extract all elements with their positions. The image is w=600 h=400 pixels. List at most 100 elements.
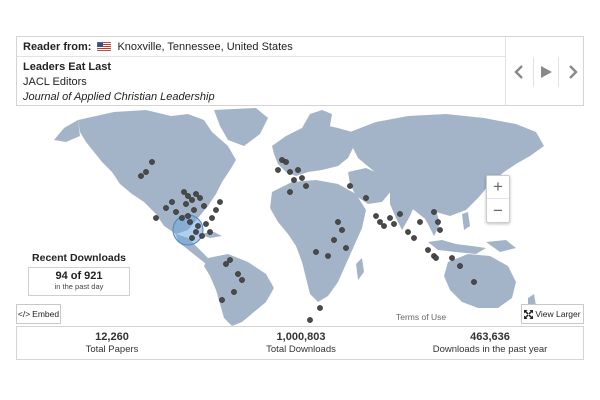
- download-marker[interactable]: [187, 219, 193, 225]
- download-marker[interactable]: [363, 195, 369, 201]
- stat-value: 12,260: [95, 331, 129, 343]
- download-marker[interactable]: [387, 215, 393, 221]
- download-marker[interactable]: [227, 257, 233, 263]
- download-marker[interactable]: [339, 227, 345, 233]
- download-marker[interactable]: [195, 223, 201, 229]
- play-button[interactable]: [533, 57, 559, 87]
- download-marker[interactable]: [197, 195, 203, 201]
- download-marker[interactable]: [317, 305, 323, 311]
- download-marker[interactable]: [189, 235, 195, 241]
- download-marker[interactable]: [189, 197, 195, 203]
- download-marker[interactable]: [405, 229, 411, 235]
- download-marker[interactable]: [185, 213, 191, 219]
- download-marker[interactable]: [411, 235, 417, 241]
- paper-title[interactable]: Leaders Eat Last: [23, 61, 112, 73]
- download-marker[interactable]: [313, 249, 319, 255]
- download-marker[interactable]: [381, 223, 387, 229]
- download-marker[interactable]: [299, 175, 305, 181]
- download-marker[interactable]: [343, 245, 349, 251]
- download-marker[interactable]: [153, 215, 159, 221]
- download-marker[interactable]: [435, 219, 441, 225]
- stats-bar: 12,260 Total Papers 1,000,803 Total Down…: [16, 326, 584, 360]
- download-marker[interactable]: [219, 297, 225, 303]
- view-larger-label: View Larger: [535, 309, 581, 319]
- download-marker[interactable]: [149, 159, 155, 165]
- download-marker[interactable]: [169, 199, 175, 205]
- download-marker[interactable]: [275, 167, 281, 173]
- download-marker[interactable]: [437, 227, 443, 233]
- download-marker[interactable]: [181, 189, 187, 195]
- europe-landmass: [272, 124, 354, 176]
- next-button[interactable]: [560, 57, 586, 87]
- download-marker[interactable]: [138, 173, 144, 179]
- download-marker[interactable]: [283, 159, 289, 165]
- india-landmass: [390, 190, 416, 230]
- stat-value: 463,636: [470, 331, 510, 343]
- download-marker[interactable]: [143, 169, 149, 175]
- download-marker[interactable]: [173, 209, 179, 215]
- download-marker[interactable]: [335, 219, 341, 225]
- download-marker[interactable]: [303, 183, 309, 189]
- download-marker[interactable]: [377, 219, 383, 225]
- download-marker[interactable]: [207, 229, 213, 235]
- zoom-in-button[interactable]: +: [487, 176, 509, 199]
- chevron-right-icon: [569, 65, 578, 79]
- view-larger-button[interactable]: View Larger: [521, 304, 584, 324]
- alaska-landmass: [54, 120, 80, 142]
- download-marker[interactable]: [179, 215, 185, 221]
- download-marker[interactable]: [417, 219, 423, 225]
- code-icon: </>: [17, 309, 31, 319]
- download-marker[interactable]: [201, 203, 207, 209]
- reader-label: Reader from:: [23, 40, 92, 53]
- download-marker[interactable]: [193, 229, 199, 235]
- download-marker[interactable]: [193, 191, 199, 197]
- embed-button[interactable]: </> Embed: [16, 304, 61, 324]
- highlight-marker[interactable]: [172, 214, 204, 246]
- download-marker[interactable]: [231, 289, 237, 295]
- download-marker[interactable]: [235, 271, 241, 277]
- south-america-landmass: [204, 254, 274, 326]
- download-marker[interactable]: [191, 207, 197, 213]
- download-marker[interactable]: [199, 233, 205, 239]
- download-marker[interactable]: [397, 211, 403, 217]
- download-marker[interactable]: [295, 167, 301, 173]
- stat-downloads-past-year: 463,636 Downloads in the past year: [395, 331, 585, 356]
- download-marker[interactable]: [347, 183, 353, 189]
- download-marker[interactable]: [163, 205, 169, 211]
- download-marker[interactable]: [287, 169, 293, 175]
- paper-authors: JACL Editors: [23, 76, 87, 88]
- previous-button[interactable]: [506, 57, 532, 87]
- download-marker[interactable]: [209, 215, 215, 221]
- australia-landmass: [444, 254, 516, 308]
- download-marker[interactable]: [307, 317, 313, 323]
- download-marker[interactable]: [185, 193, 191, 199]
- download-marker[interactable]: [431, 209, 437, 215]
- download-marker[interactable]: [287, 189, 293, 195]
- download-marker[interactable]: [183, 201, 189, 207]
- stat-total-downloads: 1,000,803 Total Downloads: [206, 331, 396, 356]
- download-marker[interactable]: [449, 255, 455, 261]
- download-marker[interactable]: [223, 261, 229, 267]
- recent-downloads-count: 94 of 921: [55, 270, 103, 282]
- download-marker[interactable]: [217, 199, 223, 205]
- zoom-out-button[interactable]: −: [493, 200, 503, 220]
- download-marker[interactable]: [433, 255, 439, 261]
- download-marker[interactable]: [213, 207, 219, 213]
- download-marker[interactable]: [373, 213, 379, 219]
- download-marker[interactable]: [471, 279, 477, 285]
- philippines-landmass: [462, 212, 470, 230]
- download-marker[interactable]: [203, 221, 209, 227]
- download-marker[interactable]: [325, 253, 331, 259]
- terms-of-use-link[interactable]: Terms of Use: [394, 312, 449, 322]
- download-marker[interactable]: [391, 221, 397, 227]
- download-marker[interactable]: [331, 237, 337, 243]
- recent-downloads-subtitle: in the past day: [54, 282, 104, 291]
- recent-downloads-card: 94 of 921 in the past day: [28, 267, 130, 296]
- download-marker[interactable]: [425, 247, 431, 253]
- recent-downloads-title: Recent Downloads: [32, 252, 126, 264]
- scandinavia-landmass: [302, 110, 332, 132]
- world-map[interactable]: + − Recent Downloads 94 of 921 in the pa…: [16, 106, 584, 326]
- download-marker[interactable]: [291, 177, 297, 183]
- download-marker[interactable]: [239, 277, 245, 283]
- download-marker[interactable]: [457, 263, 463, 269]
